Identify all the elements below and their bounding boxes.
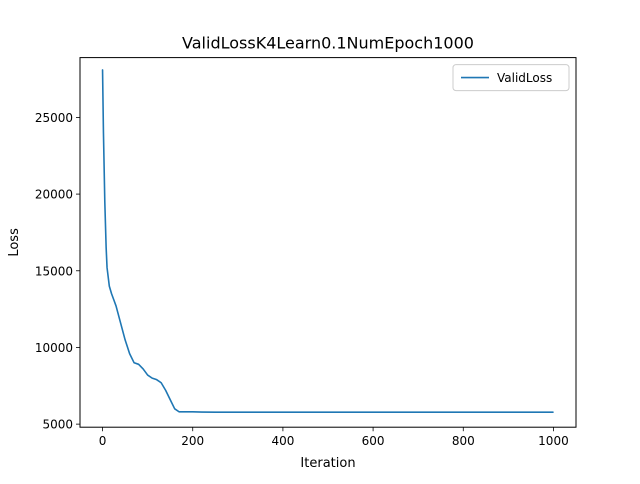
x-tick-label: 400 [271, 434, 294, 448]
x-tick-label: 200 [181, 434, 204, 448]
legend-box [452, 64, 570, 92]
y-tick-label: 5000 [42, 418, 73, 432]
y-tick-label: 25000 [35, 111, 73, 125]
x-axis: 0 200 400 600 800 1000 [99, 427, 569, 448]
x-tick-label: 0 [99, 434, 107, 448]
series-line [101, 69, 554, 413]
x-tick-label: 800 [452, 434, 475, 448]
chart-title: ValidLossK4Learn0.1NumEpoch1000 [182, 34, 474, 53]
x-axis-label: Iteration [300, 456, 355, 471]
y-tick-label: 15000 [35, 264, 73, 278]
plot-frame [79, 57, 577, 428]
y-tick-label: 10000 [35, 341, 73, 355]
x-tick-label: 1000 [538, 434, 569, 448]
legend: ValidLoss [452, 64, 570, 92]
x-tick-label: 600 [362, 434, 385, 448]
legend-label: ValidLoss [497, 71, 552, 85]
y-axis: 5000 10000 15000 20000 25000 [35, 111, 80, 432]
y-axis-label: Loss [7, 228, 22, 257]
plot-area [101, 69, 554, 413]
y-tick-label: 20000 [35, 188, 73, 202]
